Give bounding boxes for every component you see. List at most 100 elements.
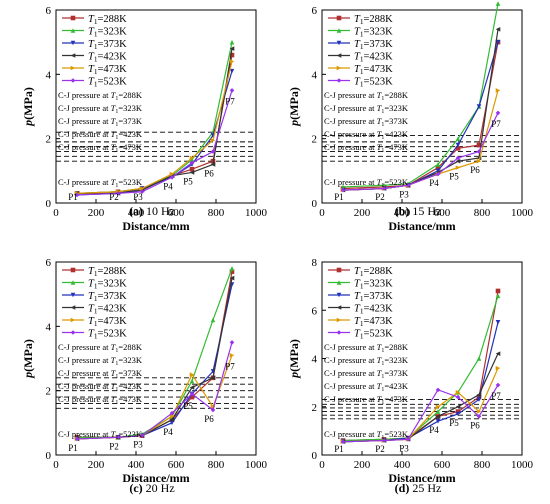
- measurement-point-label: P1: [68, 443, 78, 453]
- cj-annotation-label: C-J pressure at T1=288K: [324, 342, 409, 354]
- data-point: [455, 394, 461, 400]
- x-axis-title: Distance/mm: [388, 471, 455, 485]
- measurement-point-label: P6: [204, 168, 214, 178]
- data-point: [139, 189, 145, 195]
- measurement-point-label: P2: [109, 192, 119, 202]
- data-point: [336, 317, 342, 323]
- measurement-point-label: P7: [225, 96, 235, 106]
- data-point: [210, 137, 216, 143]
- panel-caption: (d) 25 Hz: [395, 481, 442, 495]
- data-point: [455, 389, 461, 395]
- y-tick-label: 4: [46, 321, 52, 333]
- data-point: [70, 330, 76, 335]
- data-point: [435, 404, 441, 410]
- y-axis-title: p(MPa): [21, 339, 35, 379]
- data-point: [115, 191, 121, 196]
- data-point: [169, 417, 175, 422]
- data-point: [476, 392, 482, 397]
- data-point: [476, 414, 482, 419]
- cj-annotation-label: C-J pressure at T1=423K: [58, 381, 143, 393]
- data-point: [229, 68, 235, 74]
- data-point: [169, 171, 175, 177]
- y-axis-title: p(MPa): [287, 87, 301, 127]
- measurement-point-label: P7: [225, 361, 235, 371]
- y-tick-label: 2: [46, 386, 52, 398]
- data-point: [70, 28, 76, 33]
- data-point: [169, 410, 175, 416]
- data-point: [455, 155, 461, 161]
- data-point: [495, 110, 501, 116]
- cj-annotation-label: C-J pressure at T1=373K: [324, 116, 409, 128]
- plot-frame: [55, 9, 257, 204]
- legend-label: T1=523K: [88, 77, 127, 89]
- measurement-point-label: P5: [183, 401, 193, 411]
- measurement-point-label: P5: [183, 176, 193, 186]
- panel-caption: (c) 20 Hz: [129, 481, 174, 495]
- x-tick-label: 200: [88, 207, 105, 219]
- x-axis-title: Distance/mm: [122, 471, 189, 485]
- data-point: [70, 317, 76, 323]
- legend-label: T1=373K: [88, 39, 127, 51]
- x-tick-label: 1000: [511, 459, 534, 471]
- data-point: [229, 88, 235, 93]
- measurement-point-label: P4: [163, 181, 173, 191]
- legend-label: T1=288K: [88, 14, 127, 26]
- measurement-point-label: P3: [399, 443, 409, 453]
- x-tick-label: 1000: [511, 207, 534, 219]
- measurement-point-label: P6: [204, 414, 214, 424]
- data-point: [435, 387, 441, 393]
- data-point: [336, 65, 342, 71]
- x-tick-label: 0: [53, 459, 59, 471]
- x-tick-label: 0: [53, 207, 59, 219]
- cj-annotation-label: C-J pressure at T1=523K: [324, 429, 409, 441]
- data-point: [70, 65, 76, 71]
- plot-frame: [321, 9, 523, 204]
- x-tick-label: 600: [168, 207, 185, 219]
- data-point: [189, 394, 195, 400]
- data-point: [229, 59, 235, 64]
- data-point: [229, 275, 235, 281]
- measurement-point-label: P7: [491, 391, 501, 401]
- data-point: [229, 52, 235, 58]
- y-tick-label: 6: [46, 5, 52, 17]
- data-point: [210, 162, 216, 167]
- x-tick-label: 0: [319, 459, 325, 471]
- x-tick-label: 600: [168, 459, 185, 471]
- cj-annotation-label: C-J pressure at T1=473K: [58, 142, 143, 154]
- measurement-point-label: P6: [470, 165, 480, 175]
- chart-panel: 0 200 400 600 800 1000 0 2 4 6 Distance/mm p(MPa) P1…: [21, 5, 268, 233]
- cj-annotation-label: C-J pressure at T1=288K: [58, 90, 143, 102]
- y-tick-label: 4: [312, 69, 318, 81]
- data-point: [455, 146, 461, 151]
- legend-label: T1=373K: [354, 39, 393, 51]
- y-tick-label: 2: [312, 402, 318, 414]
- legend-label: T1=423K: [354, 52, 393, 64]
- data-point: [336, 15, 342, 21]
- data-point: [210, 407, 216, 413]
- y-tick-label: 2: [46, 134, 52, 146]
- data-point: [435, 165, 441, 170]
- legend-label: T1=473K: [88, 316, 127, 328]
- y-tick-label: 4: [46, 69, 52, 81]
- legend-label: T1=523K: [354, 77, 393, 89]
- cj-annotation-label: C-J pressure at T1=373K: [324, 368, 409, 380]
- data-point: [169, 414, 175, 419]
- chart-panel: 0 200 400 600 800 1000 0 2 4 6 Distance/mm p(MPa) P1…: [21, 257, 268, 495]
- panel-caption: (a) 10 Hz: [129, 204, 175, 218]
- data-point: [381, 438, 387, 443]
- measurement-point-label: P1: [334, 444, 344, 454]
- data-point: [74, 192, 80, 198]
- data-point: [336, 280, 342, 285]
- data-point: [495, 351, 501, 356]
- data-point: [229, 39, 235, 45]
- data-point: [210, 404, 216, 410]
- y-tick-label: 4: [312, 354, 318, 366]
- data-point: [70, 53, 76, 58]
- measurement-point-label: P3: [133, 192, 143, 202]
- data-point: [336, 78, 342, 83]
- cj-annotation-label: C-J pressure at T1=373K: [58, 368, 143, 380]
- data-point: [210, 375, 216, 381]
- legend-label: T1=473K: [88, 64, 127, 76]
- data-point: [229, 266, 235, 271]
- legend-label: T1=423K: [88, 304, 127, 316]
